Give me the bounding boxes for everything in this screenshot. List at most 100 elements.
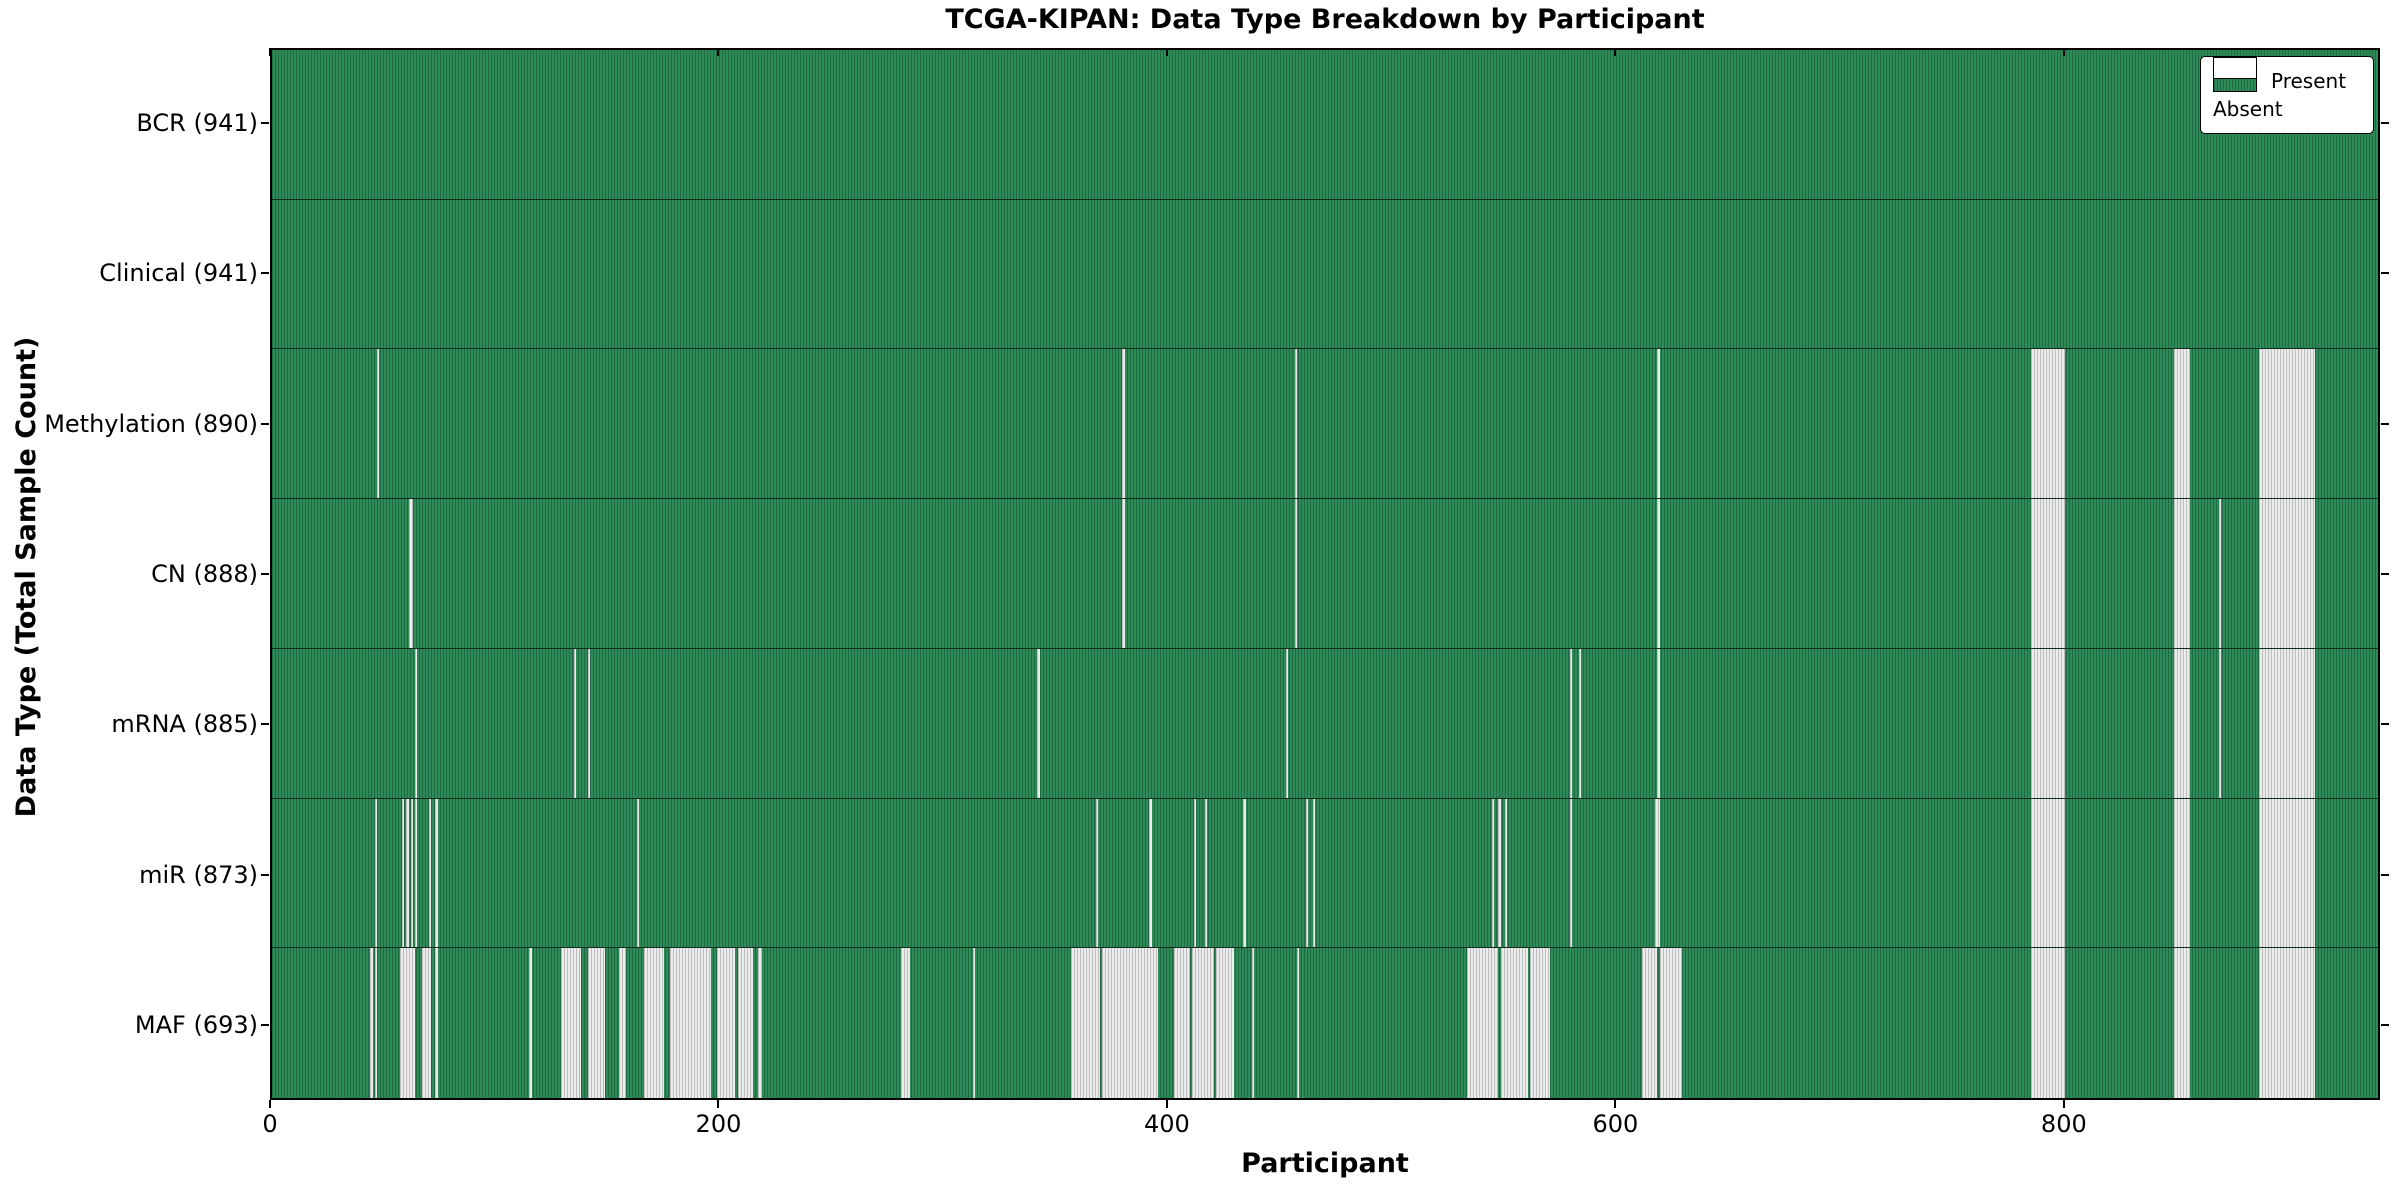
y-tick-right xyxy=(2381,573,2389,575)
absent-segment xyxy=(1243,798,1246,948)
x-axis-label: Participant xyxy=(1241,1148,1409,1179)
absent-segment xyxy=(900,948,910,1098)
row-methylation xyxy=(272,349,2378,500)
row-label-mir: miR (873) xyxy=(139,860,258,889)
absent-segment xyxy=(717,948,736,1098)
absent-segment xyxy=(574,648,577,798)
row-label-mrna: mRNA (885) xyxy=(111,710,258,739)
x-tick-top xyxy=(2062,48,2065,56)
y-tick-left xyxy=(261,573,269,575)
absent-segment xyxy=(374,798,378,948)
chart-title: TCGA-KIPAN: Data Type Breakdown by Parti… xyxy=(945,4,1705,35)
absent-segment xyxy=(1657,648,1660,798)
absent-segment xyxy=(529,948,532,1098)
absent-segment xyxy=(1529,948,1550,1098)
absent-segment xyxy=(1194,798,1197,948)
absent-swatch xyxy=(2213,57,2257,79)
absent-segment xyxy=(2259,798,2316,948)
legend-label-present: Present xyxy=(2271,69,2347,93)
absent-segment xyxy=(737,948,754,1098)
absent-segment xyxy=(2219,499,2222,648)
legend: Present Absent xyxy=(2200,56,2374,134)
row-bcr xyxy=(272,50,2378,200)
absent-segment xyxy=(1191,948,1215,1098)
absent-segment xyxy=(1641,948,1658,1098)
absent-segment xyxy=(399,948,416,1098)
row-label-cn: CN (888) xyxy=(151,560,258,588)
absent-segment xyxy=(1659,948,1682,1098)
legend-entry-absent: Absent xyxy=(2213,57,2363,121)
row-mrna xyxy=(272,648,2378,799)
absent-segment xyxy=(406,798,409,948)
absent-segment xyxy=(2219,648,2222,798)
absent-segment xyxy=(408,499,413,648)
x-tick-label: 400 xyxy=(1144,1110,1190,1138)
x-tick-top xyxy=(269,48,271,56)
row-clinical xyxy=(272,200,2378,350)
absent-segment xyxy=(2031,499,2065,648)
absent-segment xyxy=(1070,948,1101,1098)
absent-segment xyxy=(1657,499,1660,648)
x-tick-top xyxy=(717,48,720,56)
absent-segment xyxy=(374,948,378,1098)
absent-segment xyxy=(757,948,763,1098)
absent-segment xyxy=(2259,349,2316,499)
x-tick-label: 0 xyxy=(262,1110,278,1138)
absent-segment xyxy=(2259,499,2316,648)
absent-segment xyxy=(2174,798,2190,948)
x-tick xyxy=(1165,1100,1168,1108)
absent-segment xyxy=(618,948,626,1098)
y-tick-left xyxy=(261,122,269,125)
absent-segment xyxy=(421,948,431,1098)
absent-segment xyxy=(560,948,581,1098)
absent-segment xyxy=(1491,798,1494,948)
absent-segment xyxy=(415,648,418,798)
absent-segment xyxy=(1655,798,1660,948)
y-tick-right xyxy=(2381,422,2389,425)
y-tick-right xyxy=(2381,723,2389,726)
absent-segment xyxy=(1102,948,1159,1098)
absent-segment xyxy=(377,349,380,499)
absent-segment xyxy=(428,798,431,948)
x-tick-label: 200 xyxy=(695,1110,742,1138)
x-tick-top xyxy=(1614,48,1617,56)
y-tick-left xyxy=(261,723,269,726)
y-tick-left xyxy=(261,272,269,275)
absent-segment xyxy=(1252,948,1255,1098)
absent-segment xyxy=(2174,648,2190,798)
absent-segment xyxy=(1570,648,1573,798)
absent-segment xyxy=(435,948,438,1098)
absent-segment xyxy=(1294,499,1298,648)
absent-segment xyxy=(1498,798,1501,948)
absent-segment xyxy=(1505,798,1508,948)
absent-segment xyxy=(636,798,640,948)
absent-segment xyxy=(587,948,606,1098)
absent-segment xyxy=(2031,648,2065,798)
y-tick-right xyxy=(2381,122,2389,125)
absent-segment xyxy=(1467,948,1499,1098)
x-tick xyxy=(717,1100,720,1108)
absent-segment xyxy=(1285,648,1289,798)
absent-segment xyxy=(2174,948,2190,1098)
absent-segment xyxy=(1305,798,1309,948)
y-tick-right xyxy=(2381,1023,2389,1026)
x-tick xyxy=(269,1100,271,1108)
y-tick-left xyxy=(261,1023,269,1026)
absent-segment xyxy=(1312,798,1315,948)
x-tick-label: 600 xyxy=(1592,1110,1639,1138)
absent-segment xyxy=(435,798,438,948)
absent-segment xyxy=(1205,798,1208,948)
absent-segment xyxy=(1095,798,1098,948)
row-maf xyxy=(272,948,2378,1098)
x-tick xyxy=(1614,1100,1617,1108)
plot-area xyxy=(270,48,2380,1100)
absent-segment xyxy=(2259,648,2316,798)
row-label-methylation: Methylation (890) xyxy=(44,409,258,438)
row-label-clinical: Clinical (941) xyxy=(99,259,258,288)
y-tick-left xyxy=(261,873,269,876)
absent-segment xyxy=(1657,349,1660,499)
absent-segment xyxy=(370,948,373,1098)
absent-segment xyxy=(2031,948,2065,1098)
absent-segment xyxy=(1149,798,1152,948)
